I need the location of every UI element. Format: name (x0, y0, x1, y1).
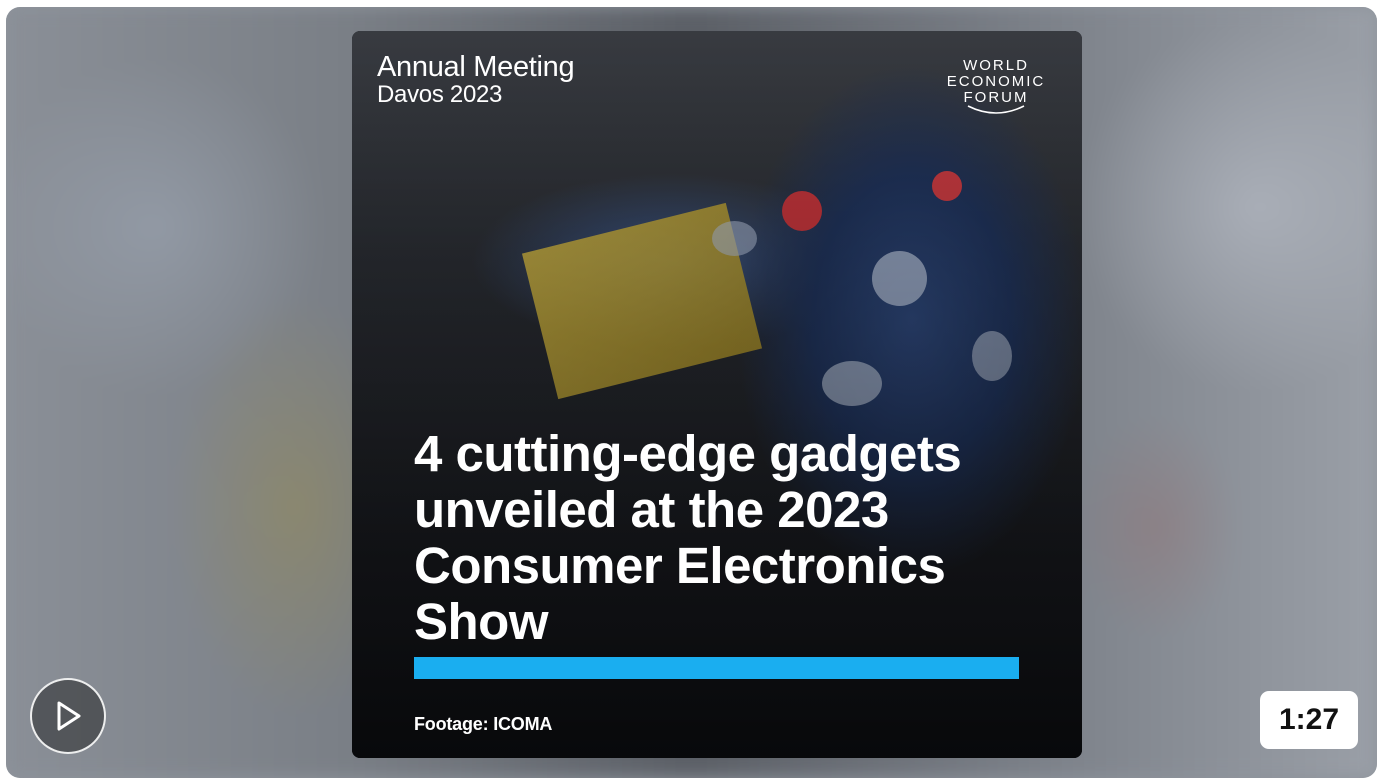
wef-logo: WORLD ECONOMIC FORUM (936, 58, 1056, 116)
duration-badge: 1:27 (1260, 691, 1358, 749)
thumbnail-shade (352, 31, 1082, 758)
play-icon (57, 701, 81, 731)
wef-arc-icon (967, 105, 1025, 114)
event-title: Annual Meeting (377, 51, 575, 83)
wef-logo-line3: FORUM (963, 89, 1029, 106)
wef-logo-line2: ECONOMIC (946, 73, 1046, 90)
event-subtitle: Davos 2023 (377, 81, 503, 108)
video-thumbnail[interactable]: Annual Meeting Davos 2023 WORLD ECONOMIC… (352, 31, 1082, 758)
accent-bar (414, 657, 1019, 679)
wef-logo-line1: WORLD (963, 57, 1029, 74)
video-headline: 4 cutting-edge gadgets unveiled at the 2… (414, 425, 962, 650)
event-branding: Annual Meeting Davos 2023 (377, 51, 575, 109)
footage-credit: Footage: ICOMA (414, 714, 553, 734)
play-button[interactable] (30, 678, 106, 754)
video-player[interactable]: Annual Meeting Davos 2023 WORLD ECONOMIC… (6, 7, 1377, 778)
